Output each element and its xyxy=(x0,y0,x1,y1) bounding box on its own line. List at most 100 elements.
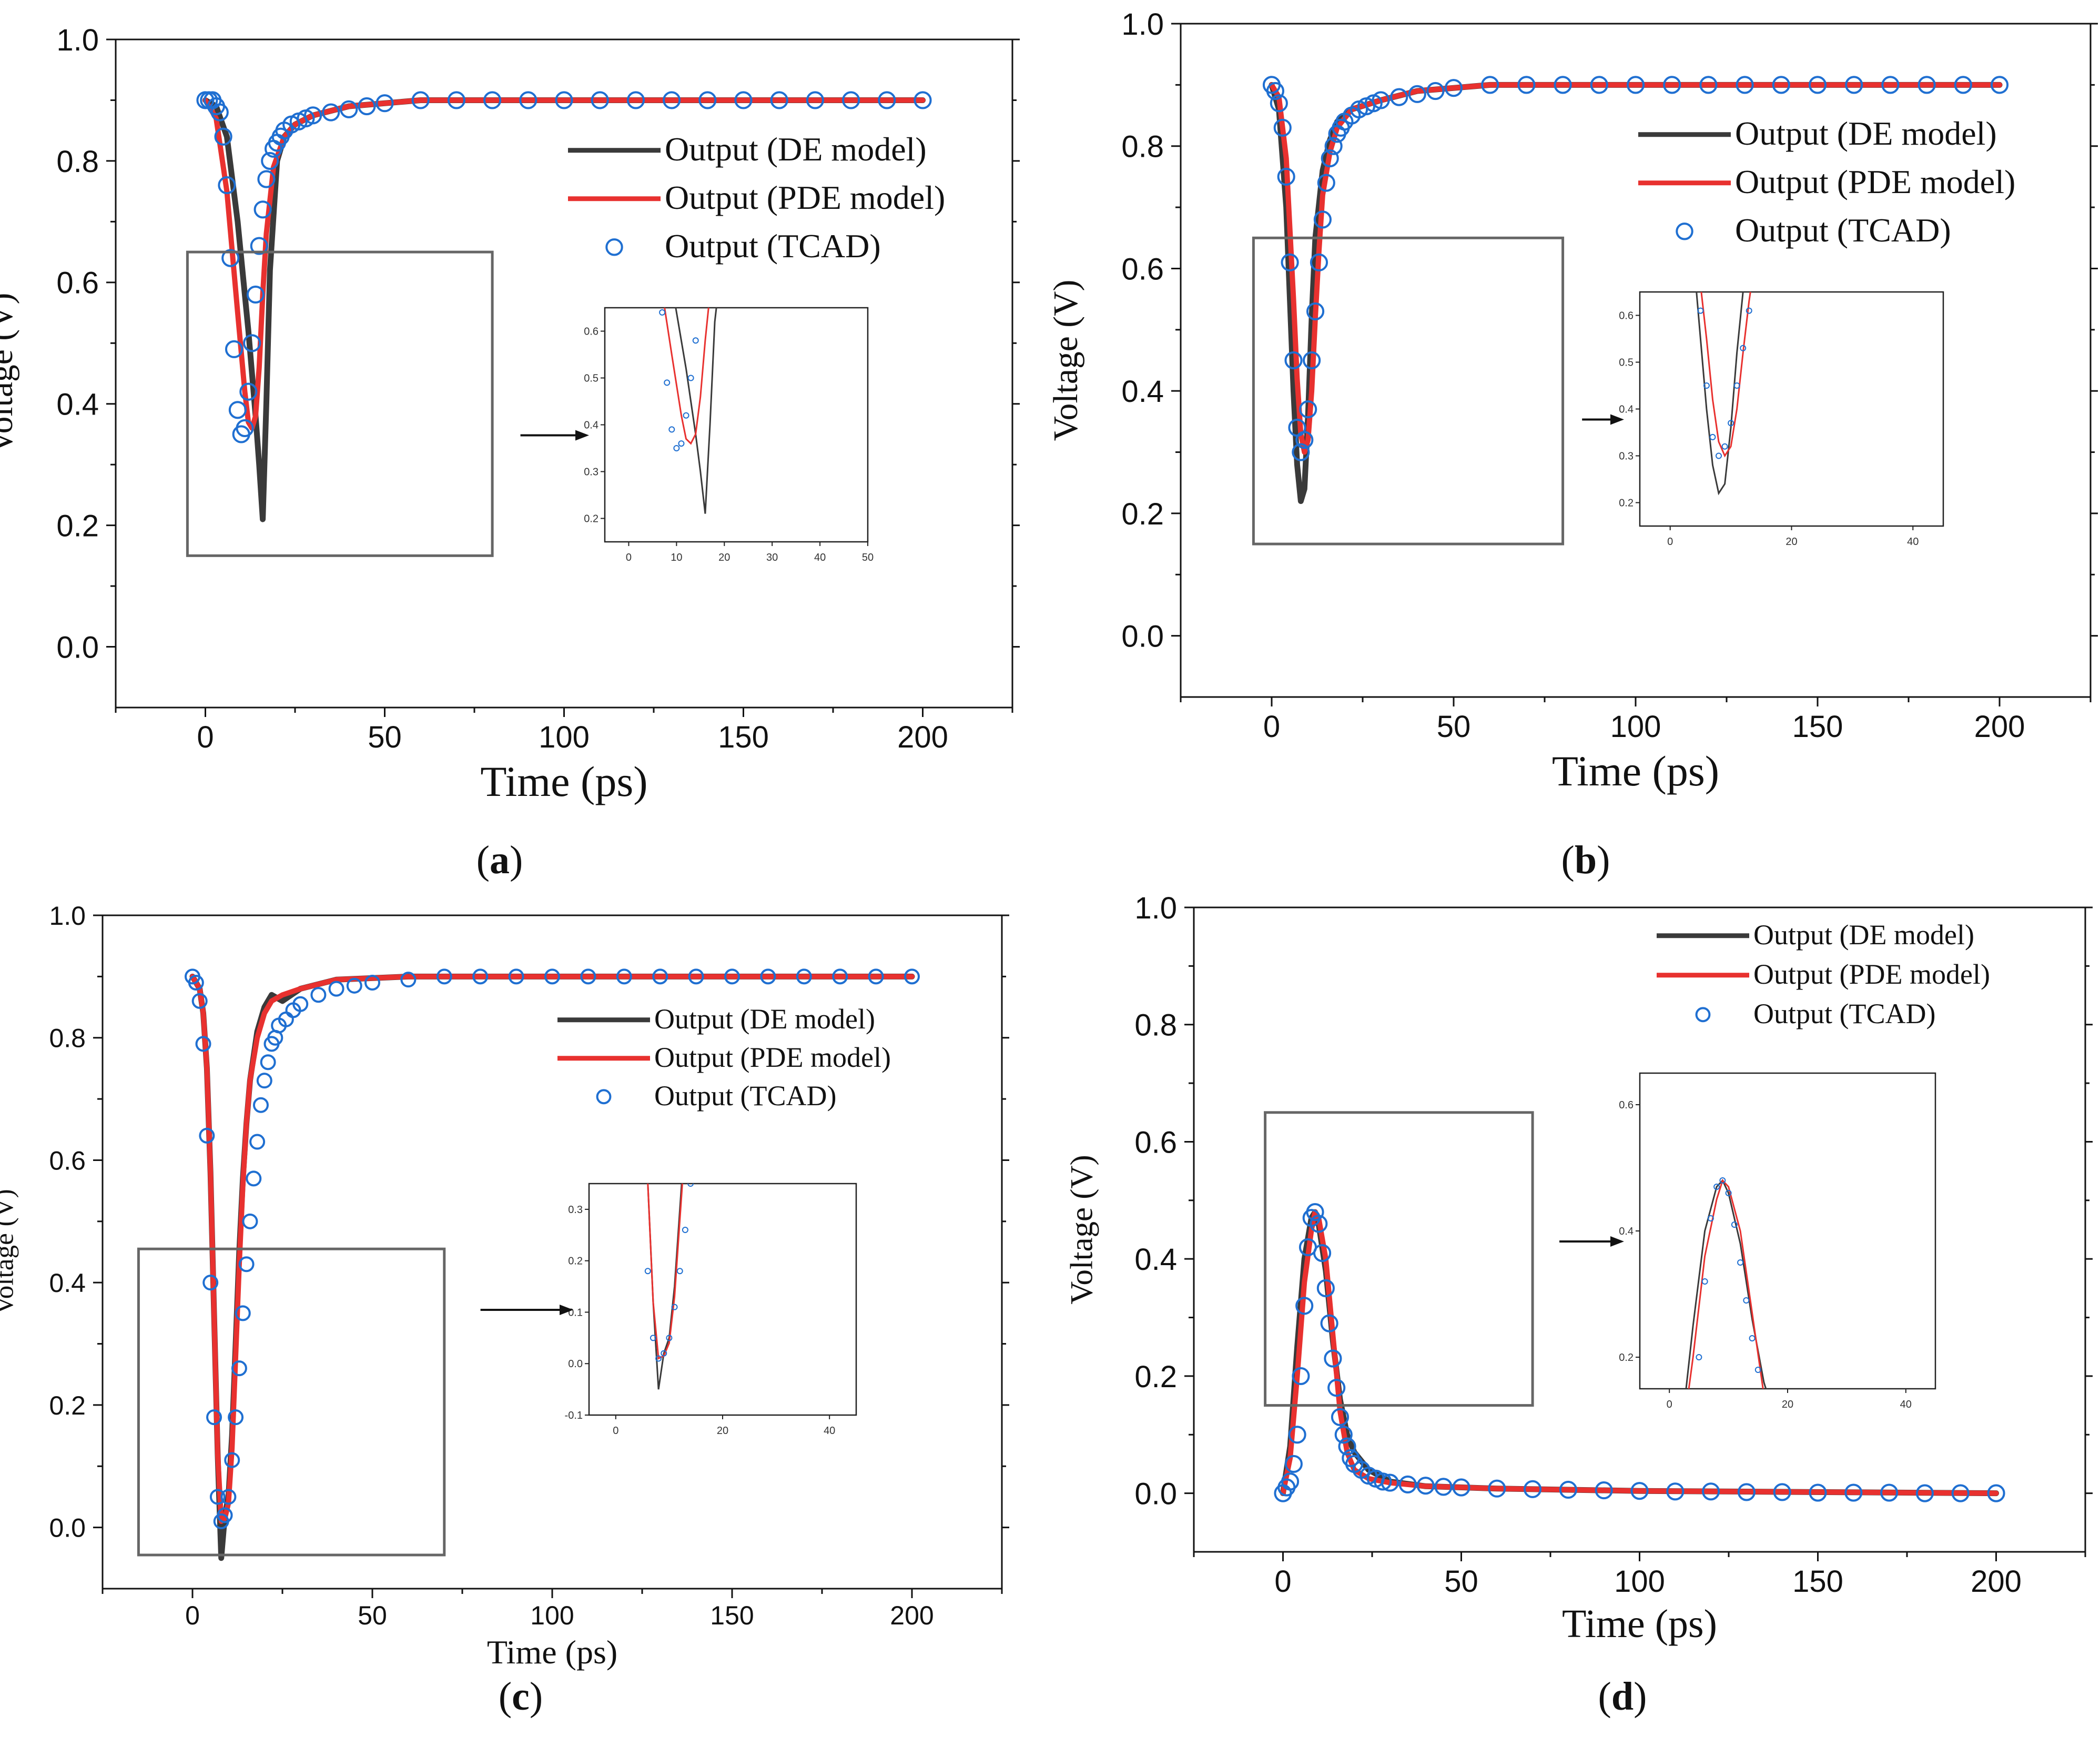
caption-letter: a xyxy=(490,838,510,882)
caption-close-paren: ) xyxy=(1597,838,1610,882)
y-tick-label: 1.0 xyxy=(56,23,99,57)
tcad-point xyxy=(411,91,430,109)
tcad-point xyxy=(191,993,208,1009)
inset-y-tick-label: 0.6 xyxy=(1619,310,1634,322)
legend-label-de: Output (DE model) xyxy=(1735,115,1997,152)
tcad-point xyxy=(1295,1297,1314,1315)
tcad-point xyxy=(1772,76,1790,94)
inset-tcad-point xyxy=(827,908,832,914)
tcad-point xyxy=(256,1073,272,1089)
tcad-point xyxy=(734,91,753,109)
tcad-point xyxy=(1951,1484,1970,1502)
y-tick-label: 0.4 xyxy=(1134,1243,1177,1277)
inset-tcad-point xyxy=(1680,186,1685,191)
inset-tcad-point xyxy=(1933,1474,1938,1479)
tcad-point xyxy=(238,1256,255,1273)
zoom-box xyxy=(1252,236,1565,546)
inset-tcad-point xyxy=(1752,275,1758,280)
inset-tcad-point xyxy=(1874,1471,1879,1477)
tcad-point xyxy=(878,91,896,109)
x-tick-label: 0 xyxy=(1263,710,1280,744)
y-tick-label: 0.8 xyxy=(1134,1008,1177,1043)
inset-y-tick-label: 0.4 xyxy=(584,420,598,431)
inset-y-tick-label: 0.2 xyxy=(1619,498,1634,509)
legend-marker-tcad xyxy=(1695,1007,1711,1023)
inset-tcad-point xyxy=(1725,1190,1732,1196)
inset-tcad-point xyxy=(1761,1399,1767,1404)
tcad-point xyxy=(236,419,254,437)
y-tick-label: 0.2 xyxy=(56,509,99,543)
data-layer xyxy=(185,968,920,1561)
tcad-point xyxy=(1595,1481,1613,1500)
legend-marker-tcad xyxy=(596,1089,612,1105)
y-tick-label: 0.0 xyxy=(49,1513,86,1543)
tcad-point xyxy=(249,1134,266,1150)
panel-caption: (b) xyxy=(1561,838,1610,882)
inset-tcad-point xyxy=(687,375,694,381)
legend-label-pde: Output (PDE model) xyxy=(665,179,945,216)
legend-label-pde: Output (PDE model) xyxy=(1753,958,1990,990)
inset-data-layer xyxy=(650,216,717,514)
tcad-point xyxy=(225,340,244,358)
x-tick-label: 150 xyxy=(1792,710,1843,744)
tcad-point xyxy=(304,106,322,125)
y-axis-title: Voltage (V) xyxy=(1064,1155,1099,1304)
x-axis-title: Time (ps) xyxy=(480,758,647,805)
tcad-point xyxy=(1317,174,1335,192)
inset-y-tick-label: -0.1 xyxy=(565,1410,583,1421)
tcad-point xyxy=(322,103,340,122)
inset-tcad-point xyxy=(650,216,655,221)
tcad-point xyxy=(228,1409,244,1426)
tcad-point xyxy=(483,91,502,109)
tcad-point xyxy=(868,968,884,985)
tcad-point xyxy=(400,972,417,988)
tcad-point xyxy=(1281,1472,1300,1491)
inset-frame xyxy=(1639,291,1944,527)
y-tick-label: 0.2 xyxy=(49,1391,86,1420)
inset-tcad-point xyxy=(1789,200,1794,206)
tcad-point xyxy=(1630,1482,1649,1500)
x-tick-label: 200 xyxy=(897,720,948,754)
data-layer xyxy=(1274,1203,2005,1502)
x-tick-label: 0 xyxy=(185,1601,200,1630)
inset-tcad-point xyxy=(1773,1430,1779,1436)
tcad-point xyxy=(376,94,394,113)
inset-tcad-point xyxy=(1692,243,1697,248)
tcad-point xyxy=(616,968,632,985)
tcad-point xyxy=(224,1452,240,1468)
inset-tcad-point xyxy=(624,918,629,924)
data-layer xyxy=(1262,76,2009,504)
tcad-point xyxy=(1918,76,1936,94)
tcad-point xyxy=(1270,94,1288,113)
inset-series-line-de xyxy=(1696,292,1744,496)
tcad-point xyxy=(1736,76,1754,94)
tcad-point xyxy=(1390,88,1408,106)
inset-x-tick-label: 40 xyxy=(1900,1399,1912,1410)
tcad-point xyxy=(652,968,668,985)
caption-open-paren: ( xyxy=(476,838,490,882)
tcad-point xyxy=(1281,253,1299,271)
inset-tcad-point xyxy=(687,1184,694,1187)
tcad-point xyxy=(1324,1349,1342,1368)
inset-tcad-point xyxy=(1749,1335,1756,1341)
y-tick-label: 0.8 xyxy=(49,1024,86,1053)
y-tick-label: 0.6 xyxy=(49,1146,86,1175)
tcad-point xyxy=(253,200,272,219)
legend-label-de: Output (DE model) xyxy=(665,130,927,168)
legend-label-tcad: Output (TCAD) xyxy=(654,1080,836,1112)
inset-y-tick-label: 0.3 xyxy=(584,467,598,478)
tcad-point xyxy=(1316,1279,1335,1297)
x-tick-label: 150 xyxy=(710,1601,754,1630)
inset-tcad-point xyxy=(1668,173,1673,178)
tcad-point xyxy=(1666,1482,1685,1501)
caption-letter: c xyxy=(512,1674,530,1719)
inset-y-tick-label: 0.0 xyxy=(568,1358,583,1370)
inset-tcad-point xyxy=(1844,1469,1849,1475)
tcad-point xyxy=(1517,76,1536,94)
tcad-point xyxy=(1321,149,1339,168)
inset-tcad-point xyxy=(1716,452,1722,459)
tcad-point xyxy=(292,996,309,1012)
tcad-point xyxy=(206,1409,222,1426)
inset-tcad-point xyxy=(676,1268,683,1275)
